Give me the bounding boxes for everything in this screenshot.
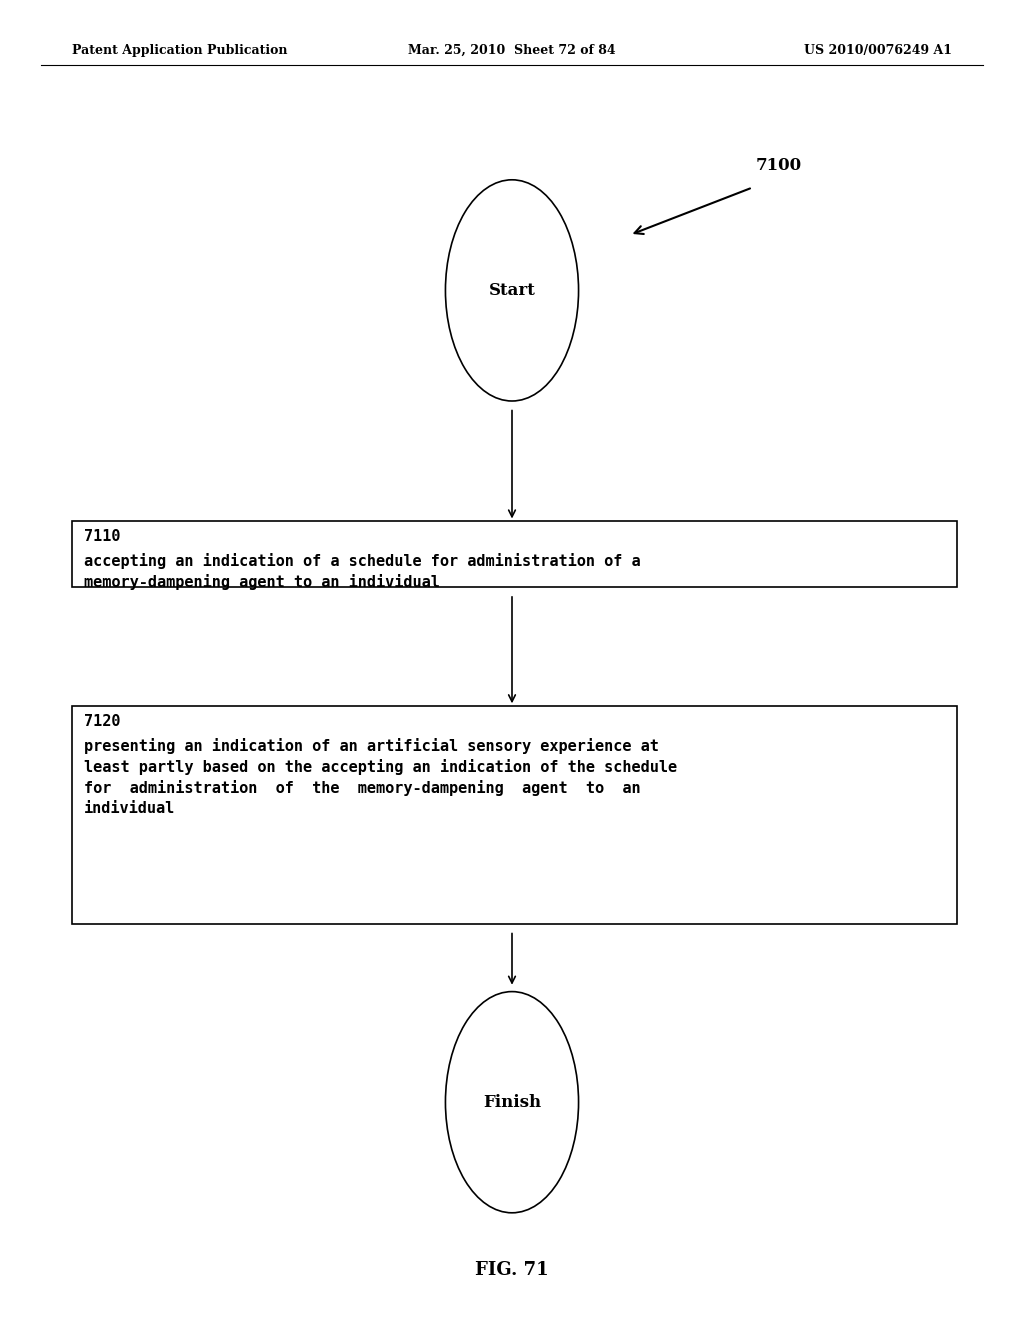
Text: presenting an indication of an artificial sensory experience at
least partly bas: presenting an indication of an artificia…	[84, 738, 677, 816]
Text: Start: Start	[488, 282, 536, 298]
Text: Finish: Finish	[483, 1094, 541, 1110]
Bar	[72, 706, 957, 924]
Text: 7110: 7110	[84, 529, 121, 544]
Bar	[72, 521, 957, 587]
Text: 7120: 7120	[84, 714, 121, 729]
Text: FIG. 71: FIG. 71	[475, 1261, 549, 1279]
Text: accepting an indication of a schedule for administration of a
memory-dampening a: accepting an indication of a schedule fo…	[84, 553, 641, 590]
Text: Mar. 25, 2010  Sheet 72 of 84: Mar. 25, 2010 Sheet 72 of 84	[409, 44, 615, 57]
Text: Patent Application Publication: Patent Application Publication	[72, 44, 287, 57]
Text: 7100: 7100	[755, 157, 802, 173]
Text: US 2010/0076249 A1: US 2010/0076249 A1	[804, 44, 952, 57]
